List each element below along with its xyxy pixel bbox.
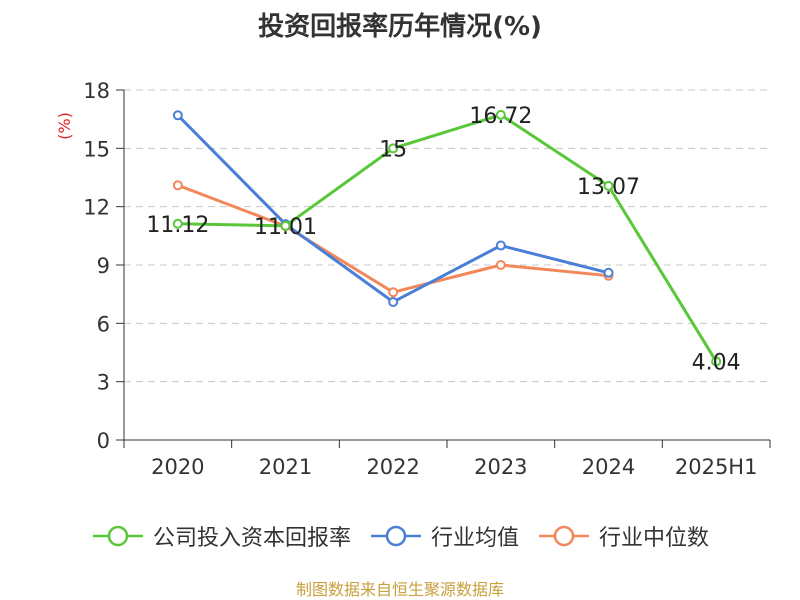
x-tick-label: 2025H1 bbox=[675, 455, 758, 479]
data-label: 11.12 bbox=[146, 213, 209, 238]
data-point bbox=[603, 267, 614, 278]
data-point bbox=[388, 287, 399, 298]
data-point bbox=[603, 180, 614, 191]
data-point bbox=[495, 109, 506, 120]
data-label: 13.07 bbox=[577, 175, 640, 200]
x-tick-label: 2024 bbox=[582, 455, 635, 479]
data-point bbox=[388, 143, 399, 154]
source-note: 制图数据来自恒生聚源数据库 bbox=[295, 580, 504, 599]
legend-item-company-roic[interactable]: 公司投入资本回报率 bbox=[91, 520, 351, 552]
series-line bbox=[177, 113, 718, 363]
x-tick-label: 2022 bbox=[366, 455, 419, 479]
y-tick-label: 12 bbox=[83, 196, 110, 220]
x-tick-label: 2020 bbox=[151, 455, 204, 479]
data-point bbox=[172, 110, 183, 121]
chart-title: 投资回报率历年情况(%) bbox=[258, 12, 542, 42]
data-point bbox=[172, 180, 183, 191]
legend-item-industry-median[interactable]: 行业中位数 bbox=[537, 520, 709, 552]
legend-swatch-industry-median bbox=[539, 525, 589, 547]
legend-label-industry-median: 行业中位数 bbox=[599, 526, 710, 551]
legend-item-industry-mean[interactable]: 行业均值 bbox=[369, 520, 519, 552]
data-point bbox=[388, 296, 399, 307]
legend-swatch-company-roic bbox=[92, 525, 143, 547]
legend-swatch-industry-mean bbox=[370, 525, 421, 547]
data-point bbox=[495, 260, 506, 270]
data-point bbox=[711, 356, 722, 367]
legend-label-company-roic: 公司投入资本回报率 bbox=[152, 526, 351, 551]
data-label: 4.04 bbox=[692, 350, 741, 375]
y-tick-label: 9 bbox=[97, 254, 110, 278]
legend-label-industry-mean: 行业均值 bbox=[430, 526, 519, 551]
data-label: 16.72 bbox=[469, 104, 532, 129]
y-tick-label: 15 bbox=[83, 137, 110, 161]
data-label: 15 bbox=[379, 137, 407, 162]
data-label: 11.01 bbox=[254, 215, 317, 240]
y-axis-label: (%) bbox=[55, 112, 74, 140]
data-point bbox=[280, 220, 291, 231]
y-tick-label: 0 bbox=[97, 429, 110, 453]
y-tick-label: 18 bbox=[83, 79, 110, 103]
data-point bbox=[495, 240, 506, 251]
x-tick-label: 2023 bbox=[474, 455, 527, 479]
data-point bbox=[172, 218, 183, 229]
y-tick-label: 6 bbox=[97, 312, 110, 336]
y-tick-label: 3 bbox=[97, 371, 110, 395]
x-tick-label: 2021 bbox=[259, 455, 312, 479]
series-line bbox=[177, 183, 609, 294]
legend: 公司投入资本回报率 行业均值 行业中位数 bbox=[0, 520, 800, 552]
